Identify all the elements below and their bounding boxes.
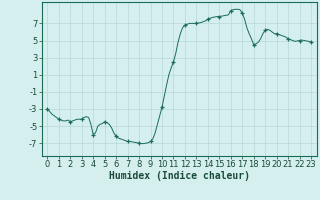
X-axis label: Humidex (Indice chaleur): Humidex (Indice chaleur) xyxy=(109,171,250,181)
